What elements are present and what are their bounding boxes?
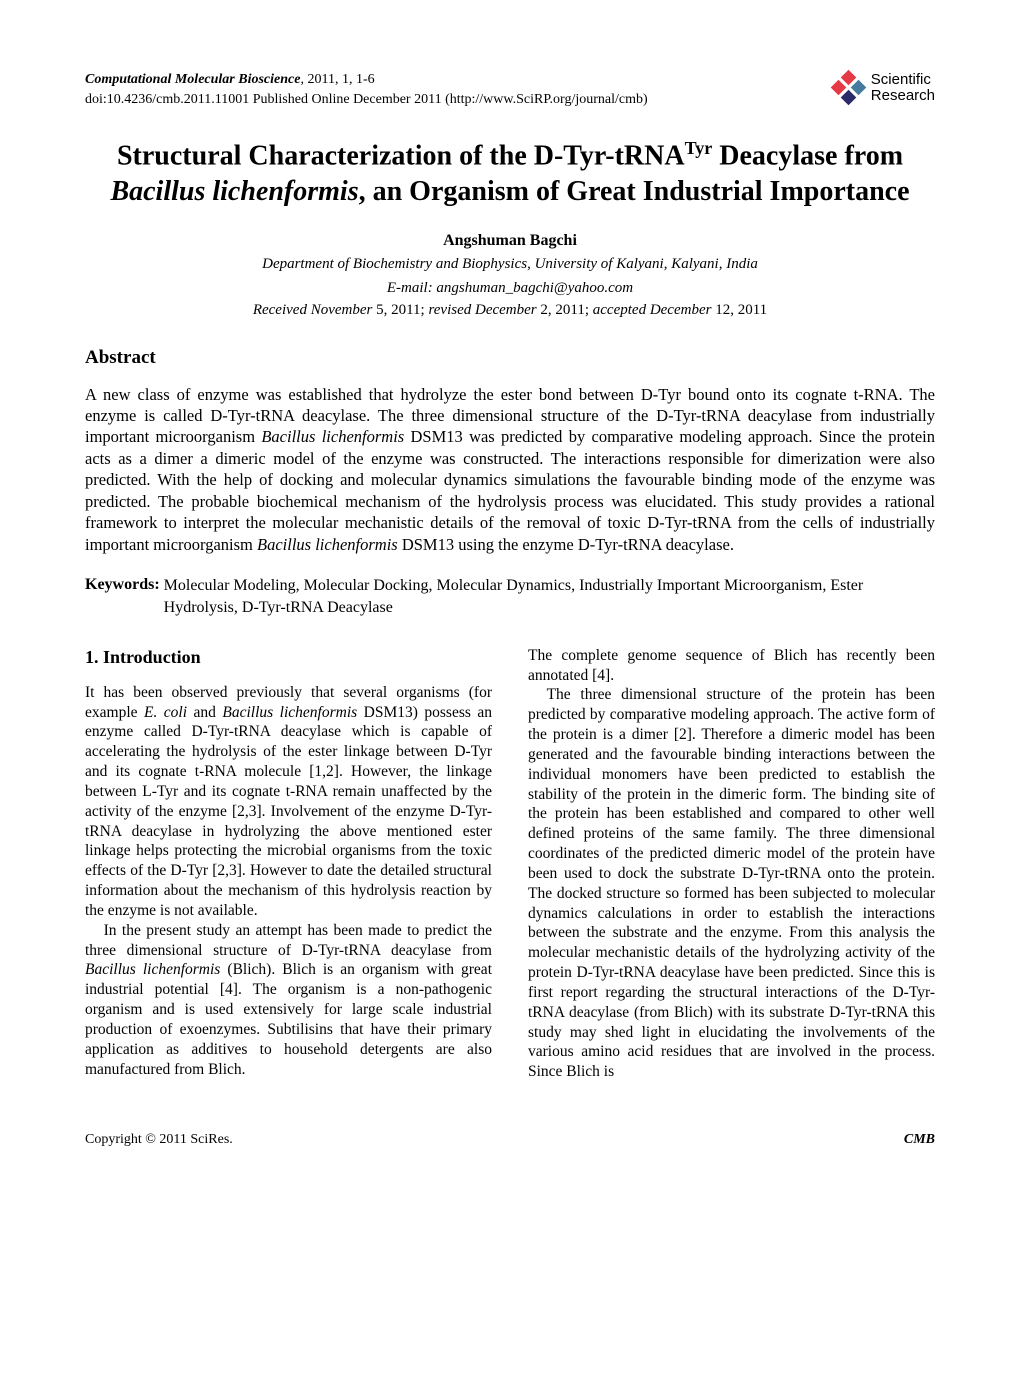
- intro-paragraph-1: It has been observed previously that sev…: [85, 683, 492, 921]
- col1-p2b: Bacillus lichenformis: [85, 961, 220, 978]
- title-part1: Structural Characterization of the D-Tyr…: [117, 141, 685, 172]
- body-columns: 1. Introduction It has been observed pre…: [85, 646, 935, 1082]
- abstract-heading: Abstract: [85, 347, 935, 370]
- column-left: 1. Introduction It has been observed pre…: [85, 646, 492, 1082]
- logo-text: Scientific Research: [871, 72, 935, 105]
- title-part2a: Deacylase from: [712, 141, 903, 172]
- keywords-text: Molecular Modeling, Molecular Docking, M…: [164, 575, 935, 620]
- received-date: 5, 2011;: [372, 302, 428, 318]
- intro-paragraph-2: In the present study an attempt has been…: [85, 921, 492, 1080]
- received-label: Received November: [253, 302, 373, 318]
- journal-name: Computational Molecular Bioscience: [85, 72, 300, 87]
- col2-paragraph-2: The three dimensional structure of the p…: [528, 685, 935, 1082]
- keywords-label: Keywords:: [85, 575, 160, 594]
- footer-copyright: Copyright © 2011 SciRes.: [85, 1132, 233, 1149]
- column-right: The complete genome sequence of Blich ha…: [528, 646, 935, 1082]
- header-citation: Computational Molecular Bioscience, 2011…: [85, 70, 648, 109]
- col1-p1b: E. coli: [144, 704, 187, 721]
- doi-line: doi:10.4236/cmb.2011.11001 Published Onl…: [85, 90, 648, 110]
- col1-p1c: and: [187, 704, 222, 721]
- revised-date: 2, 2011;: [537, 302, 593, 318]
- accepted-date: 12, 2011: [711, 302, 767, 318]
- col1-p2a: In the present study an attempt has been…: [85, 922, 492, 959]
- abstract-p1e: DSM13 using the enzyme D-Tyr-tRNA deacyl…: [398, 535, 734, 554]
- article-dates: Received November 5, 2011; revised Decem…: [85, 301, 935, 319]
- col2-paragraph-1: The complete genome sequence of Blich ha…: [528, 646, 935, 686]
- publisher-logo: Scientific Research: [831, 70, 935, 106]
- introduction-heading: 1. Introduction: [85, 646, 492, 669]
- page-footer: Copyright © 2011 SciRes. CMB: [85, 1132, 935, 1149]
- title-superscript: Tyr: [685, 138, 713, 158]
- author-email: E-mail: angshuman_bagchi@yahoo.com: [85, 279, 935, 297]
- keywords-block: Keywords: Molecular Modeling, Molecular …: [85, 575, 935, 620]
- abstract-italic2: Bacillus lichenformis: [257, 535, 398, 554]
- article-title: Structural Characterization of the D-Tyr…: [85, 137, 935, 208]
- footer-journal-abbrev: CMB: [904, 1132, 935, 1149]
- logo-diamonds-icon: [831, 70, 867, 106]
- revised-label: revised December: [428, 302, 536, 318]
- col1-p1d: Bacillus lichenformis: [222, 704, 357, 721]
- author-name: Angshuman Bagchi: [85, 231, 935, 250]
- accepted-label: accepted December: [593, 302, 712, 318]
- email-value: : angshuman_bagchi@yahoo.com: [428, 280, 633, 296]
- author-affiliation: Department of Biochemistry and Biophysic…: [85, 254, 935, 275]
- title-part2b: , an Organism of Great Industrial Import…: [359, 176, 910, 207]
- page-header: Computational Molecular Bioscience, 2011…: [85, 70, 935, 109]
- col1-p1e: DSM13) possess an enzyme called D-Tyr-tR…: [85, 704, 492, 919]
- title-italic: Bacillus lichenformis: [110, 176, 358, 207]
- email-label: E-mail: [387, 280, 428, 296]
- abstract-italic1: Bacillus lichenformis: [261, 427, 404, 446]
- journal-ref: , 2011, 1, 1-6: [300, 72, 374, 87]
- abstract-text: A new class of enzyme was established th…: [85, 384, 935, 556]
- logo-text-line2: Research: [871, 88, 935, 105]
- logo-text-line1: Scientific: [871, 72, 935, 89]
- col1-p2c: (Blich). Blich is an organism with great…: [85, 961, 492, 1077]
